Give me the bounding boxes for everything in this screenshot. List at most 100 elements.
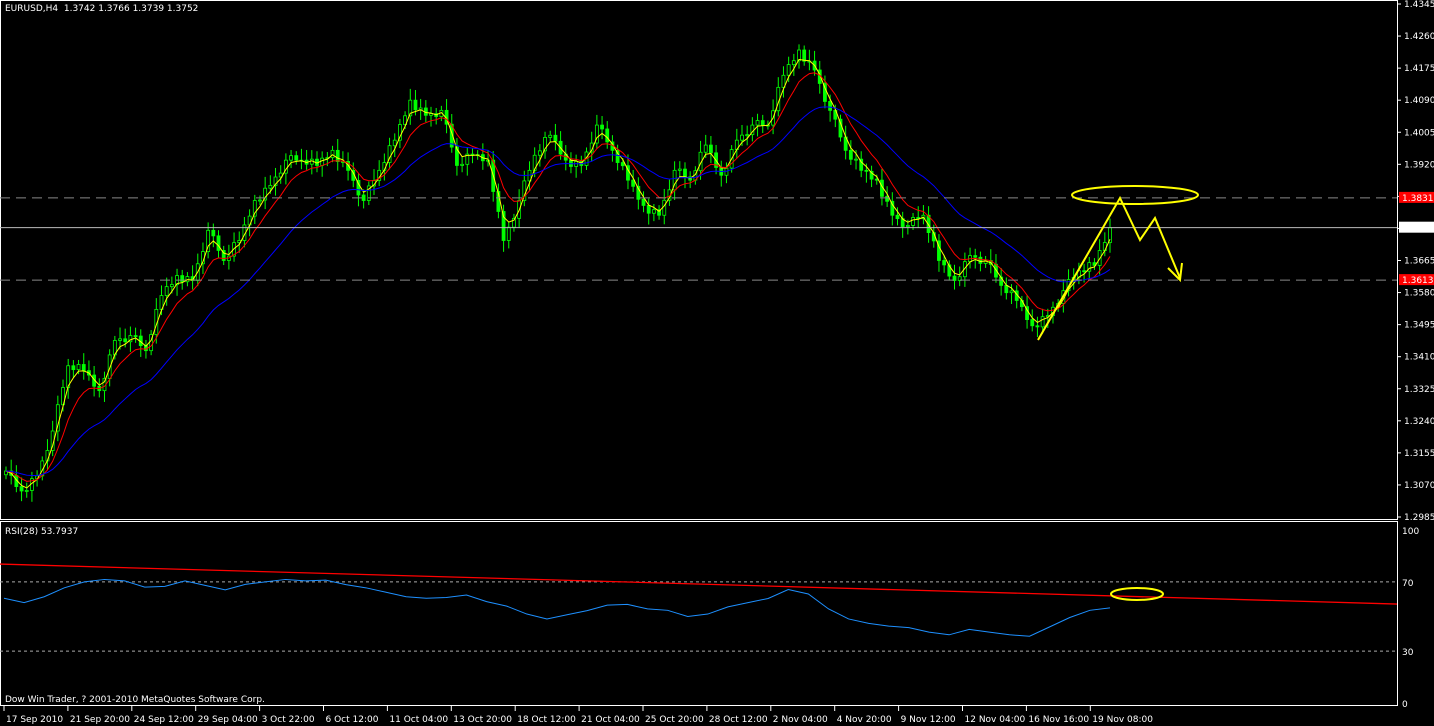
bear-candle (133, 335, 138, 337)
bear-candle (1035, 325, 1040, 328)
bear-candle (952, 275, 957, 281)
bull-candle (206, 229, 211, 252)
current-price-label-bg (1399, 221, 1434, 233)
bear-candle (1082, 270, 1086, 273)
bear-candle (631, 179, 636, 187)
time-tick-label: 21 Sep 20:00 (70, 715, 130, 725)
bull-candle (392, 139, 397, 147)
bull-candle (594, 124, 599, 144)
bull-candle (745, 134, 750, 137)
rsi-header: RSI(28) 53.7937 (5, 527, 79, 537)
bull-candle (366, 185, 371, 201)
candles (4, 44, 1112, 502)
price-tick-label: 1.3155 (1404, 449, 1434, 459)
bull-candle (429, 113, 433, 116)
bear-candle (641, 198, 646, 206)
time-tick-label: 25 Oct 20:00 (645, 715, 704, 725)
bear-candle (81, 364, 86, 372)
rsi-tick-label: 70 (1402, 579, 1414, 589)
bear-candle (709, 144, 713, 154)
bear-candle (615, 149, 620, 163)
bear-candle (646, 205, 651, 214)
price-tick-label: 1.2985 (1404, 513, 1434, 523)
bull-candle (387, 145, 392, 163)
bull-candle (55, 404, 60, 432)
time-tick-label: 2 Nov 04:00 (773, 715, 828, 725)
bull-candle (330, 149, 335, 159)
bear-candle (828, 101, 833, 111)
symbol-label: EURUSD,H4 (5, 4, 59, 14)
bear-candle (636, 185, 641, 200)
bull-candle (128, 335, 133, 343)
bear-candle (211, 229, 216, 237)
level-label-bg (1399, 191, 1434, 203)
bear-candle (978, 256, 983, 264)
bull-candle (465, 153, 470, 165)
time-tick-label: 11 Oct 04:00 (389, 715, 448, 725)
current-price-label: 1.3752 (1402, 224, 1434, 234)
time-tick-label: 29 Sep 04:00 (198, 715, 258, 725)
bear-candle (1004, 284, 1009, 294)
bear-candle (916, 217, 921, 220)
bear-candle (926, 214, 931, 233)
bear-candle (600, 124, 604, 130)
bull-candle (1087, 262, 1092, 272)
bull-candle (854, 158, 858, 161)
level-label: 1.3613 (1402, 276, 1434, 286)
bull-candle (651, 209, 656, 214)
bull-candle (537, 150, 542, 156)
bull-candle (677, 168, 682, 171)
time-tick-label: 4 Nov 20:00 (837, 715, 892, 725)
annotation-zigzag (1037, 195, 1181, 341)
bear-candle (335, 149, 340, 162)
rsi-tick-label: 30 (1402, 648, 1414, 658)
rsi-line (3, 578, 1111, 637)
level-label: 1.3831 (1402, 194, 1434, 204)
bear-candle (620, 162, 625, 167)
price-tick-label: 1.4090 (1404, 96, 1434, 106)
time-tick-label: 3 Oct 22:00 (262, 715, 315, 725)
time-tick-label: 21 Oct 04:00 (581, 715, 640, 725)
time-tick-label: 6 Oct 12:00 (326, 715, 379, 725)
time-tick-label: 13 Oct 20:00 (453, 715, 512, 725)
bull-candle (703, 144, 708, 153)
bull-candle (268, 185, 273, 189)
bear-candle (869, 170, 874, 180)
bull-candle (118, 338, 122, 341)
bull-candle (506, 226, 511, 241)
bear-candle (455, 146, 459, 166)
bear-candle (937, 240, 941, 261)
ohlc-label: 1.3742 1.3766 1.3739 1.3752 (63, 4, 199, 14)
bear-candle (216, 235, 221, 251)
time-tick-label: 28 Oct 12:00 (709, 715, 768, 725)
price-tick-label: 1.3325 (1404, 385, 1434, 395)
bear-candle (823, 83, 827, 102)
time-tick-label: 17 Sep 2010 (6, 715, 63, 725)
bull-candle (164, 286, 169, 296)
bull-candle (791, 60, 796, 66)
bear-candle (760, 120, 765, 126)
bull-candle (1040, 316, 1045, 328)
time-tick-label: 12 Nov 04:00 (965, 715, 1026, 725)
bull-candle (398, 124, 402, 141)
price-tick-label: 1.4005 (1404, 128, 1434, 138)
bear-candle (19, 486, 24, 492)
bull-candle (911, 217, 915, 226)
bull-candle (1009, 290, 1014, 294)
bear-candle (361, 194, 366, 201)
chart-header: EURUSD,H4 1.3742 1.3766 1.3739 1.3752 (5, 4, 198, 14)
bear-candle (71, 365, 76, 371)
bear-candle (885, 195, 890, 202)
bull-candle (169, 284, 174, 288)
price-tick-label: 1.3240 (1404, 417, 1434, 427)
bear-candle (942, 260, 947, 266)
price-tick-label: 1.3410 (1404, 353, 1434, 363)
rsi-panel-frame (0, 521, 1398, 706)
bear-candle (501, 211, 506, 241)
bear-candle (221, 250, 226, 261)
bear-candle (449, 123, 454, 148)
bull-candle (320, 157, 325, 166)
bear-candle (683, 168, 687, 178)
price-tick-label: 1.4260 (1404, 32, 1434, 42)
bull-candle (263, 187, 268, 201)
